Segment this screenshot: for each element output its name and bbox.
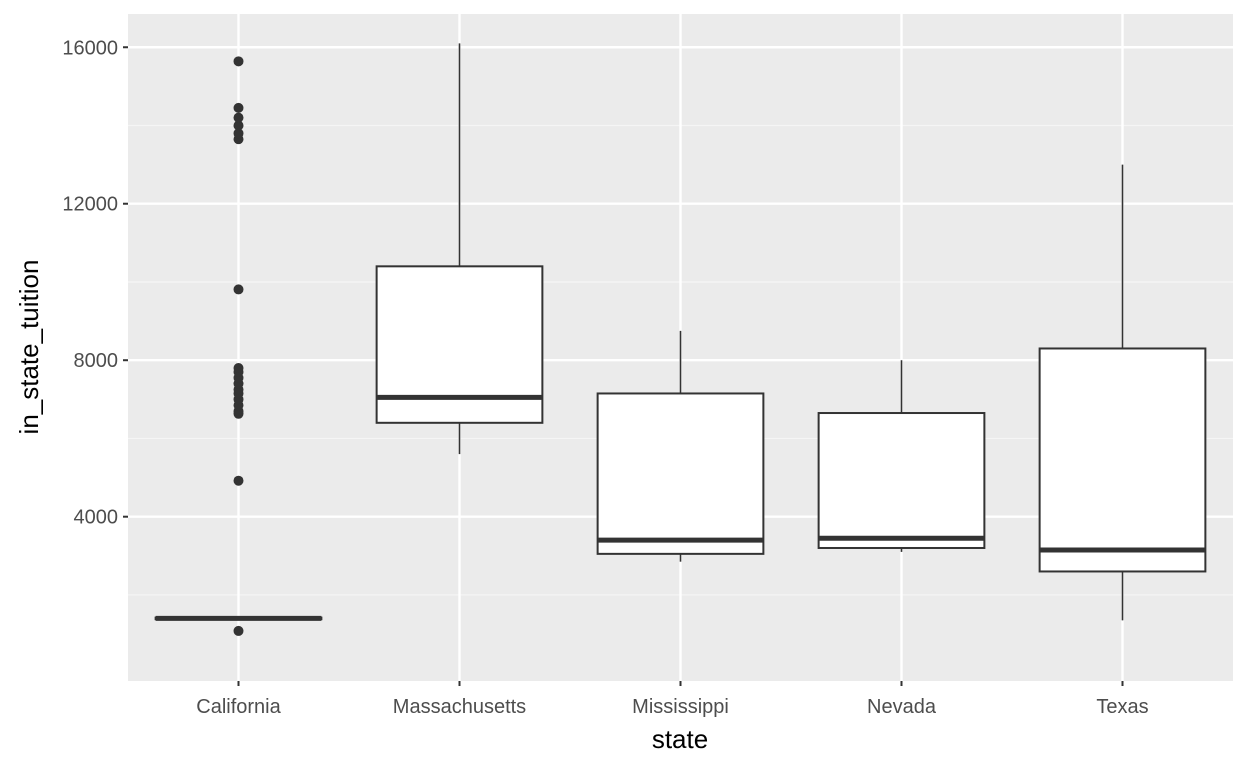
outlier-point: [233, 102, 244, 113]
outlier-point: [233, 128, 244, 139]
box-massachusetts: [375, 43, 544, 455]
y-axis: 4000 8000 12000 16000: [62, 37, 128, 529]
y-tick-label: 8000: [74, 350, 119, 372]
outlier-point: [233, 120, 244, 131]
y-tick-label: 12000: [62, 194, 118, 216]
x-tick-label: Massachusetts: [393, 696, 526, 718]
box-series: [154, 43, 1207, 636]
x-tick-label: Nevada: [867, 696, 937, 718]
y-tick-label: 16000: [62, 37, 118, 59]
box-body: [817, 412, 986, 549]
outlier-point: [233, 56, 244, 67]
x-tick-label: California: [196, 696, 281, 718]
y-tick-label: 4000: [74, 507, 119, 529]
x-tick-label: Texas: [1096, 696, 1148, 718]
outlier-point: [233, 112, 244, 123]
outlier-point: [233, 475, 244, 486]
x-tick-label: Mississippi: [632, 696, 729, 718]
box-body: [1038, 347, 1207, 573]
box-texas: [1038, 164, 1207, 621]
box-nevada: [817, 360, 986, 552]
outlier-point: [233, 284, 244, 295]
box-mississippi: [596, 330, 765, 562]
outlier-point: [233, 363, 244, 374]
x-axis-title: state: [652, 724, 708, 754]
outlier-point: [233, 625, 244, 636]
box-body: [596, 392, 765, 555]
y-axis-title: in_state_tuition: [14, 260, 44, 435]
x-axis: California Massachusetts Mississippi Nevada…: [196, 681, 1149, 718]
box-california: [154, 56, 323, 636]
